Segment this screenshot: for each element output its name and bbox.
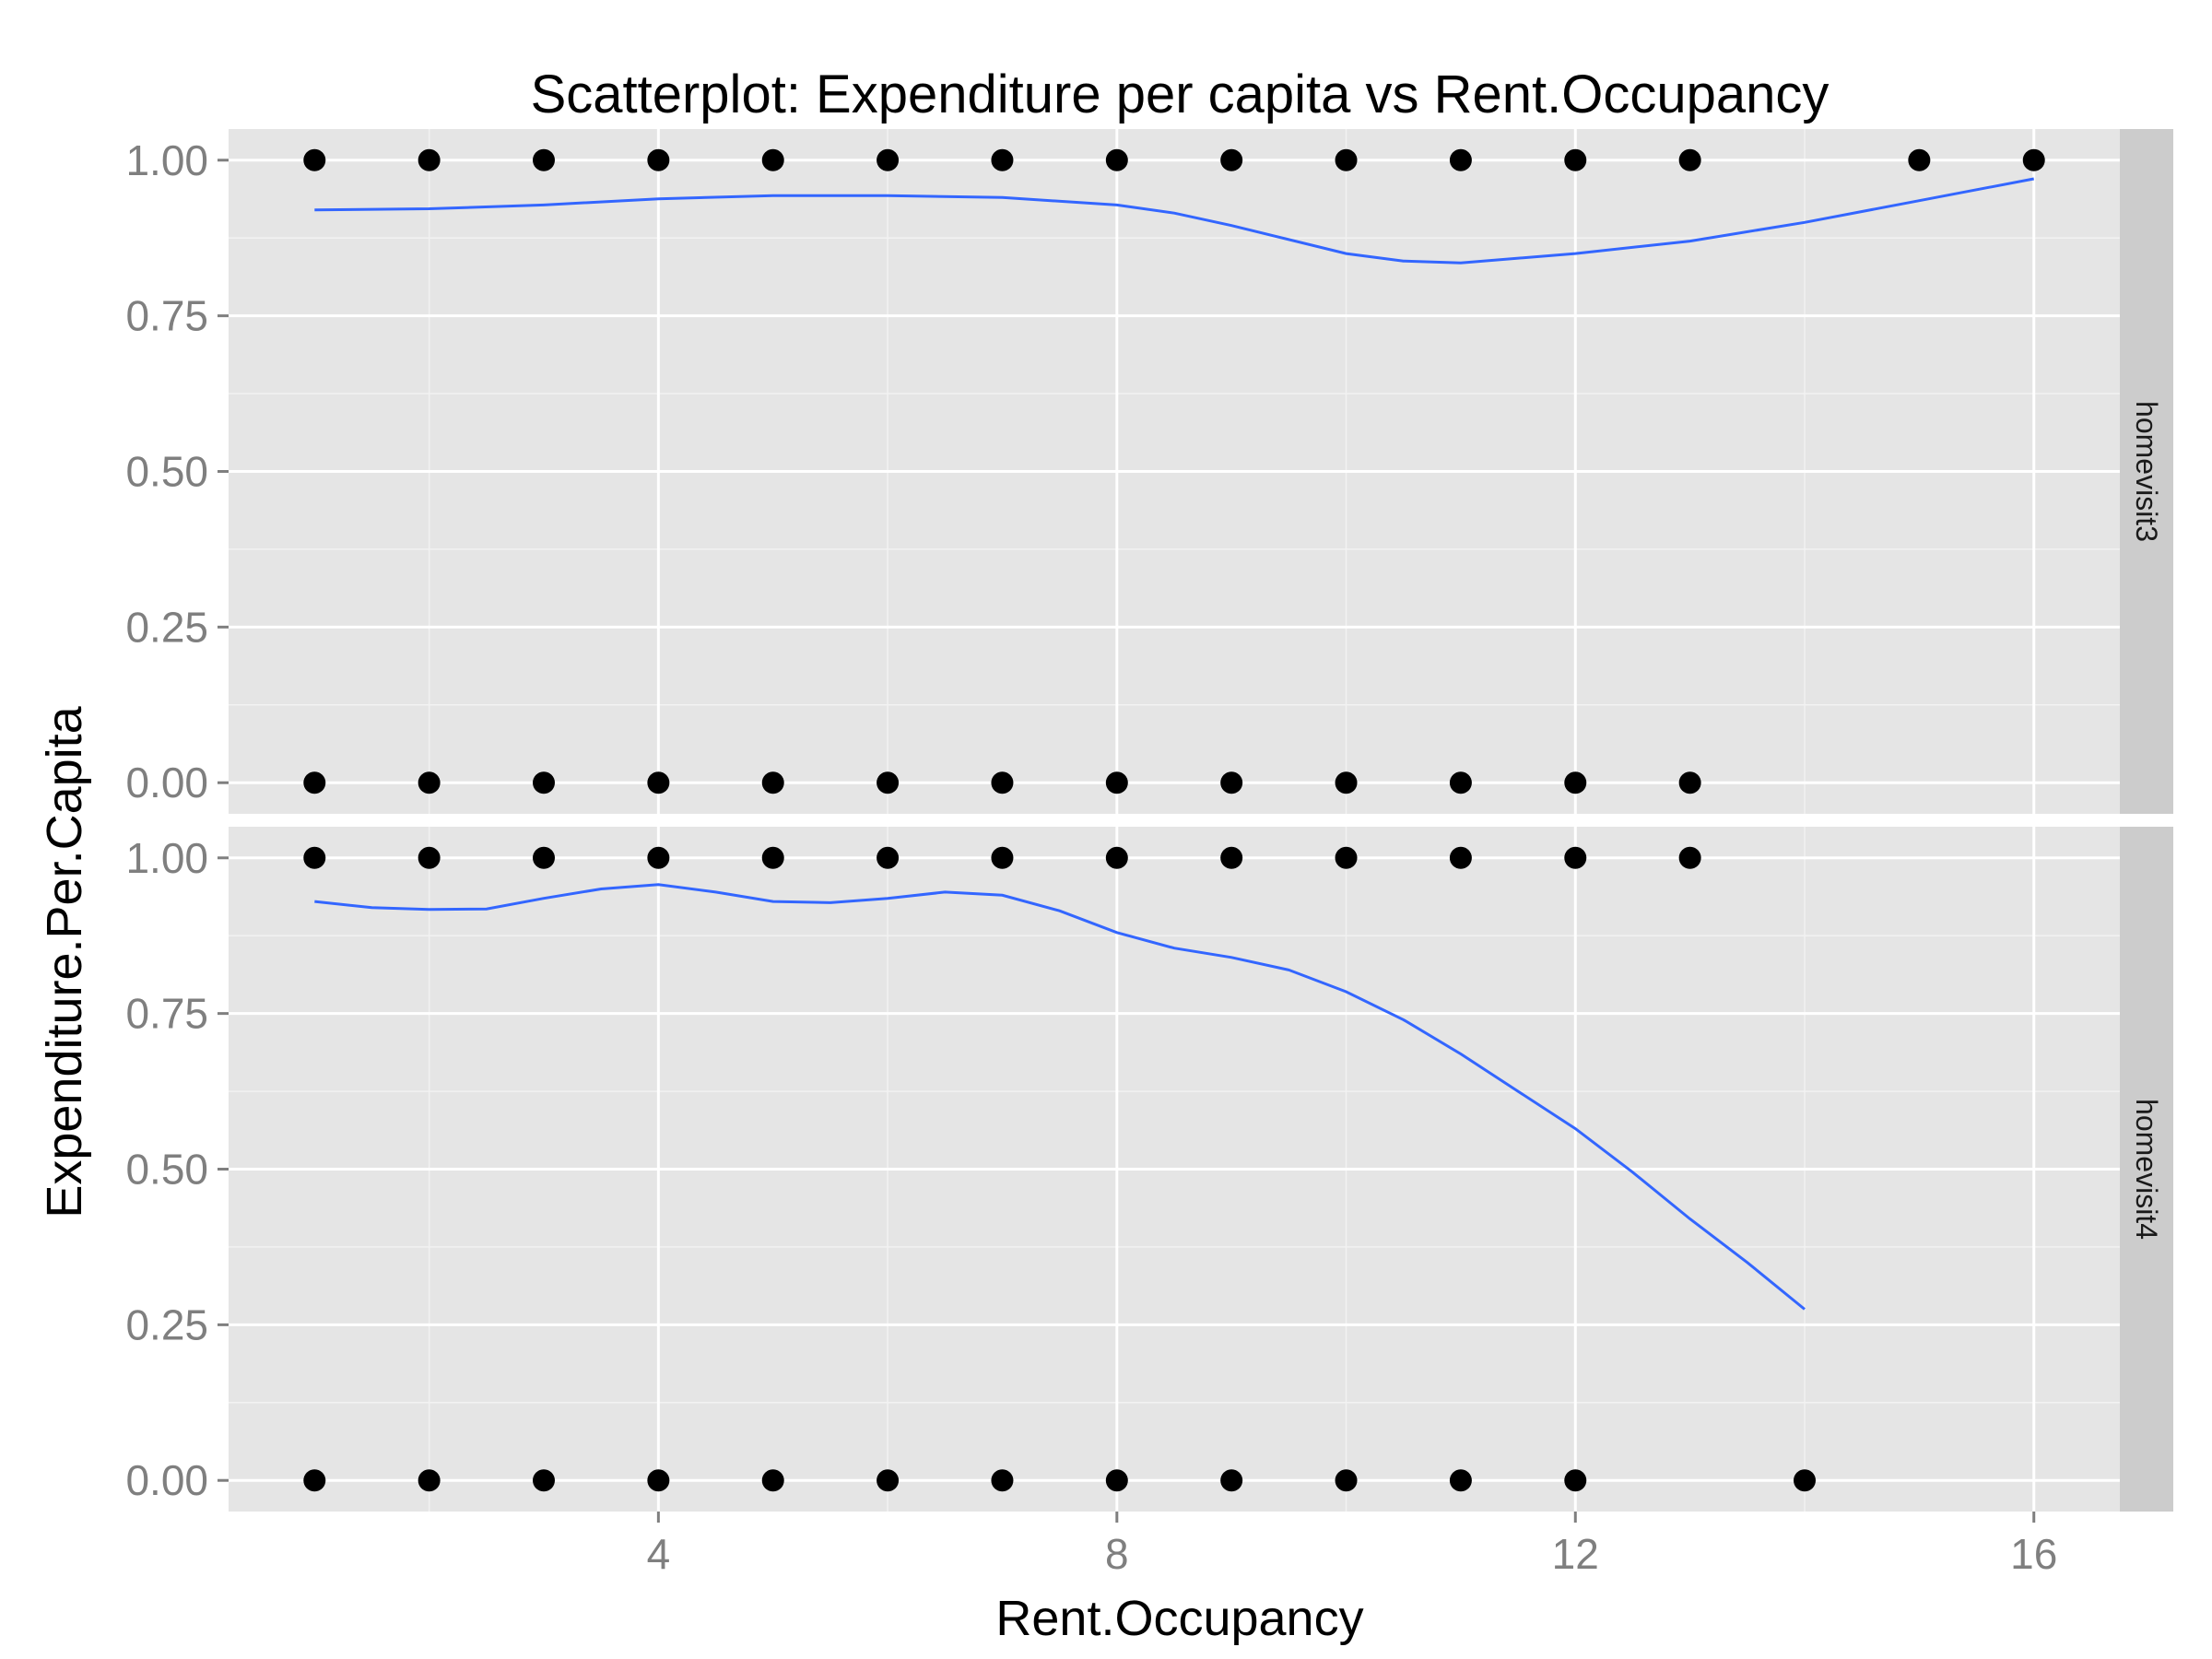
- x-tick-label: 4: [647, 1530, 671, 1578]
- data-point: [991, 846, 1014, 869]
- y-tick-label: 0.50: [125, 1146, 208, 1194]
- y-tick-label: 0.75: [125, 990, 208, 1038]
- data-point: [418, 1469, 441, 1492]
- y-tick-label: 0.00: [125, 759, 208, 806]
- data-point: [1449, 148, 1472, 171]
- data-point: [991, 148, 1014, 171]
- y-tick-label: 0.75: [125, 292, 208, 340]
- x-tick-label: 8: [1105, 1530, 1129, 1578]
- data-point: [647, 846, 670, 869]
- y-axis-title: Expenditure.Per.Capita: [37, 705, 92, 1218]
- data-point: [1449, 846, 1472, 869]
- data-point: [1908, 148, 1931, 171]
- y-tick-label: 1.00: [125, 136, 208, 184]
- data-point: [1449, 771, 1472, 794]
- data-point: [1220, 148, 1243, 171]
- data-point: [647, 148, 670, 171]
- facet-strip-label: homevisit3: [2130, 401, 2163, 542]
- data-point: [991, 1469, 1014, 1492]
- data-point: [418, 846, 441, 869]
- data-point: [2022, 148, 2045, 171]
- data-point: [1678, 148, 1701, 171]
- data-point: [1105, 1469, 1128, 1492]
- data-point: [761, 1469, 784, 1492]
- data-point: [1105, 148, 1128, 171]
- y-tick-label: 0.00: [125, 1456, 208, 1504]
- data-point: [1335, 1469, 1358, 1492]
- data-point: [761, 148, 784, 171]
- data-point: [877, 148, 900, 171]
- data-point: [1678, 771, 1701, 794]
- data-point: [1335, 148, 1358, 171]
- facet-strip: [2120, 129, 2173, 814]
- data-point: [877, 846, 900, 869]
- x-tick-label: 16: [2010, 1530, 2057, 1578]
- data-point: [533, 1469, 555, 1492]
- data-point: [1564, 1469, 1587, 1492]
- data-point: [303, 771, 326, 794]
- y-tick-label: 0.25: [125, 1300, 208, 1348]
- data-point: [533, 846, 555, 869]
- data-point: [1678, 846, 1701, 869]
- data-point: [761, 771, 784, 794]
- data-point: [533, 771, 555, 794]
- data-point: [991, 771, 1014, 794]
- data-point: [303, 148, 326, 171]
- smooth-line: [314, 883, 1806, 1311]
- data-point: [418, 771, 441, 794]
- data-point: [533, 148, 555, 171]
- x-tick-label: 12: [1552, 1530, 1599, 1578]
- data-point: [1105, 846, 1128, 869]
- data-point: [1105, 771, 1128, 794]
- data-point: [647, 1469, 670, 1492]
- data-point: [1335, 846, 1358, 869]
- data-point: [303, 1469, 326, 1492]
- facet-panel-homevisit4: 0.00 0.25 0.50 0.75 1.00 homevisit4: [125, 827, 2173, 1512]
- smooth-line: [314, 177, 2034, 265]
- y-tick-label: 0.50: [125, 448, 208, 496]
- data-point: [1449, 1469, 1472, 1492]
- data-point: [1220, 846, 1243, 869]
- facet-strip-label: homevisit4: [2130, 1099, 2163, 1240]
- data-point: [1220, 1469, 1243, 1492]
- plot-area: 0.000.250.500.751.00homevisit30.000.250.…: [125, 129, 2173, 1578]
- chart-title: Scatterplot: Expenditure per capita vs R…: [531, 65, 1830, 124]
- data-point: [1335, 771, 1358, 794]
- data-point: [877, 771, 900, 794]
- data-point: [1564, 846, 1587, 869]
- facet-panel-homevisit3: 0.00 0.25 0.50 0.75 1.00 homevisit3: [125, 129, 2173, 814]
- data-point: [1794, 1469, 1816, 1492]
- data-point: [303, 846, 326, 869]
- x-axis-title: Rent.Occupancy: [995, 1591, 1363, 1646]
- data-point: [1220, 771, 1243, 794]
- data-point: [418, 148, 441, 171]
- data-point: [647, 771, 670, 794]
- data-point: [1564, 148, 1587, 171]
- data-point: [877, 1469, 900, 1492]
- y-tick-label: 1.00: [125, 834, 208, 882]
- data-point: [1564, 771, 1587, 794]
- facet-strip: [2120, 827, 2173, 1512]
- data-point: [761, 846, 784, 869]
- y-tick-label: 0.25: [125, 603, 208, 651]
